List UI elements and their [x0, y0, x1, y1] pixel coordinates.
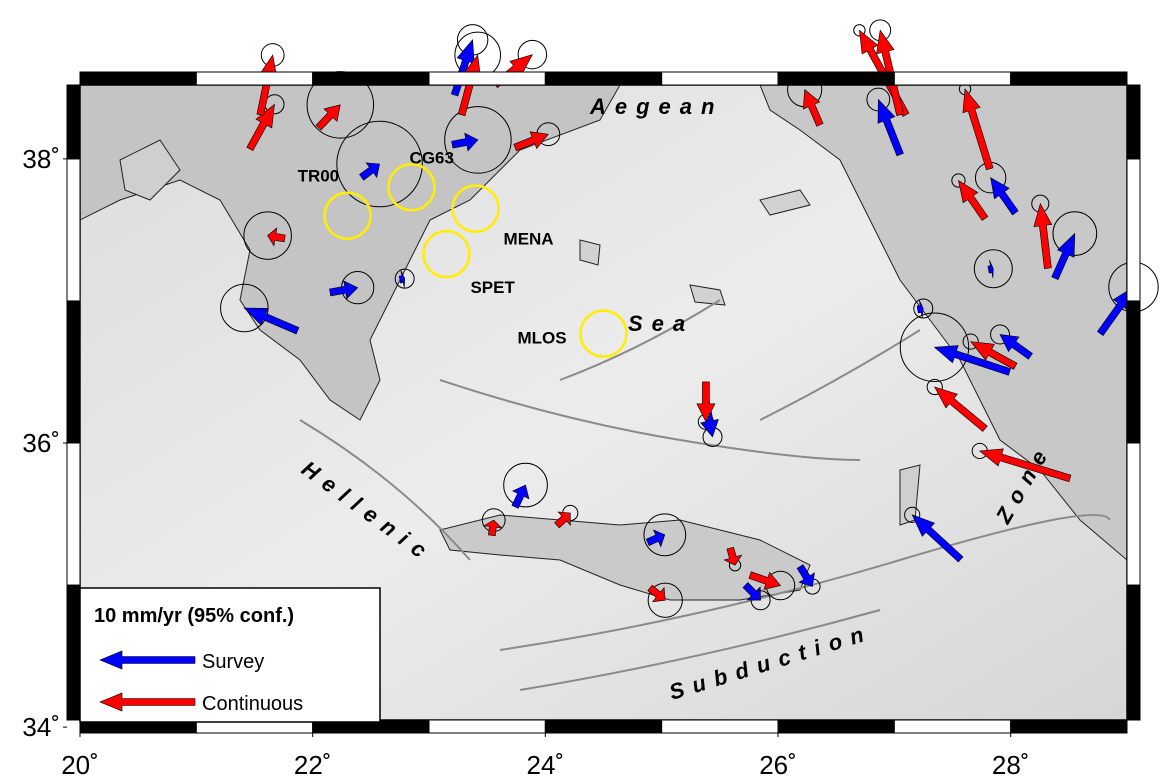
frame-segment [894, 72, 1010, 85]
x-tick-label: 20˚ [61, 750, 99, 780]
legend-title: 10 mm/yr (95% conf.) [94, 605, 294, 627]
legend-entry: Survey [202, 651, 264, 673]
region-label: Aegean [589, 94, 723, 119]
page: Aegean Sea Hellenic Subduction Zone TR00… [0, 0, 1161, 783]
map: Aegean Sea Hellenic Subduction Zone TR00… [0, 0, 1161, 783]
region-label: Sea [628, 311, 694, 336]
x-tick-label: 28˚ [992, 750, 1030, 780]
frame-segment [1011, 72, 1127, 85]
frame-segment [778, 720, 894, 733]
frame-segment [1127, 301, 1140, 443]
station-label: TR00 [298, 167, 340, 186]
frame-segment [894, 720, 1010, 733]
frame-segment [545, 720, 661, 733]
legend: 10 mm/yr (95% conf.) Survey Continuous [80, 588, 380, 722]
frame-segment [429, 720, 545, 733]
frame-segment [1011, 720, 1127, 733]
frame-segment [662, 720, 778, 733]
x-tick-label: 24˚ [527, 750, 565, 780]
frame-segment [67, 443, 80, 585]
frame-segment [1127, 85, 1140, 159]
y-tick-label: 34˚ [22, 712, 60, 742]
frame-segment [545, 72, 661, 85]
frame-segment [67, 159, 80, 301]
x-tick-label: 26˚ [759, 750, 797, 780]
frame-segment [778, 72, 894, 85]
frame-segment [196, 72, 312, 85]
frame-segment [80, 72, 196, 85]
island [580, 240, 600, 265]
legend-entry: Continuous [202, 693, 303, 715]
frame-segment [67, 85, 80, 159]
station-label: SPET [470, 278, 515, 297]
frame-segment [429, 72, 545, 85]
frame-segment [1127, 585, 1140, 720]
station-label: CG63 [410, 148, 454, 167]
station-label: MLOS [518, 329, 567, 348]
station-label: MENA [504, 230, 554, 249]
frame-segment [662, 72, 778, 85]
frame-segment [1127, 159, 1140, 301]
frame-segment [67, 301, 80, 443]
x-tick-label: 22˚ [294, 750, 332, 780]
y-tick-label: 38˚ [22, 144, 60, 174]
frame-segment [1127, 443, 1140, 585]
frame-segment [313, 72, 429, 85]
y-tick-label: 36˚ [22, 428, 60, 458]
frame-segment [67, 585, 80, 720]
